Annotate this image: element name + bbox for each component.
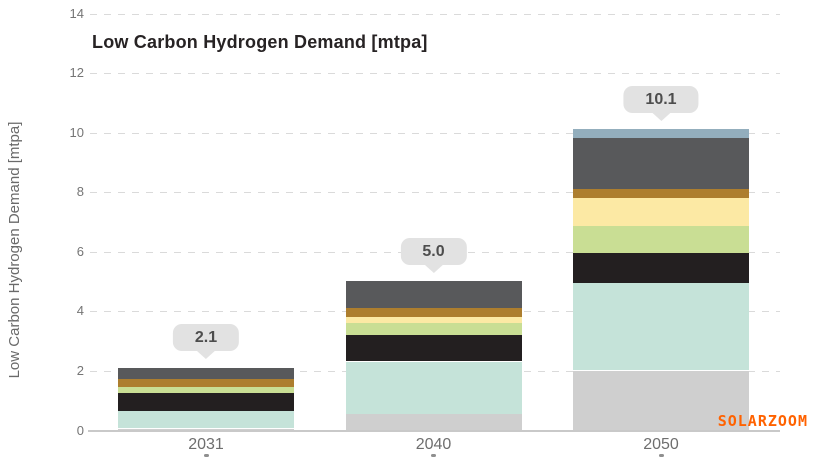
y-tick-label: 2	[76, 363, 84, 378]
segment-dark-gray	[573, 138, 749, 189]
segment-ochre	[345, 307, 522, 317]
segment-ochre	[118, 379, 294, 387]
y-tick-label: 12	[69, 65, 84, 81]
callout-pointer	[196, 350, 216, 359]
x-tick-label: 2050	[643, 436, 679, 453]
x-tick-mark	[431, 454, 436, 457]
callout-pointer	[650, 111, 671, 121]
segment-mint	[118, 410, 294, 429]
gridline	[90, 132, 780, 134]
callout-pointer	[423, 263, 444, 273]
value-callout: 5.0	[400, 237, 467, 273]
segment-black	[573, 252, 749, 283]
x-tick-label: 2040	[415, 436, 452, 453]
y-tick-label: 6	[76, 243, 84, 259]
y-tick-label: 0	[76, 422, 84, 438]
segment-light-green	[573, 226, 749, 253]
y-tick-label: 8	[76, 184, 84, 200]
segment-light-gray	[118, 428, 294, 430]
segment-light-green	[118, 386, 294, 393]
watermark: SOLARZOOM	[717, 412, 808, 430]
y-tick-label: 14	[69, 5, 84, 21]
segment-pale-yellow	[345, 316, 522, 323]
segment-ochre	[573, 188, 749, 198]
segment-light-green	[345, 322, 522, 335]
x-tick-label: 2031	[188, 436, 224, 453]
value-callout: 2.1	[172, 324, 240, 359]
segment-mint	[573, 282, 749, 371]
segment-dark-gray	[118, 367, 294, 380]
segment-steel-blue	[573, 129, 749, 139]
chart-title: Low Carbon Hydrogen Demand [mtpa]	[92, 32, 428, 52]
y-tick-label: 4	[76, 303, 84, 319]
x-tick-mark	[658, 454, 664, 457]
segment-mint	[345, 361, 522, 414]
x-tick-mark	[203, 454, 209, 457]
value-callout: 10.1	[623, 85, 699, 121]
segment-black	[345, 334, 522, 362]
gridline	[90, 13, 780, 15]
x-axis-baseline	[88, 429, 780, 432]
gridline	[90, 73, 780, 75]
segment-light-gray	[573, 370, 749, 430]
segment-light-gray	[345, 413, 522, 430]
y-tick-label: 10	[69, 124, 84, 140]
gridline	[90, 192, 780, 194]
segment-dark-gray	[345, 281, 522, 308]
segment-pale-yellow	[573, 197, 749, 227]
segment-black	[118, 392, 294, 411]
